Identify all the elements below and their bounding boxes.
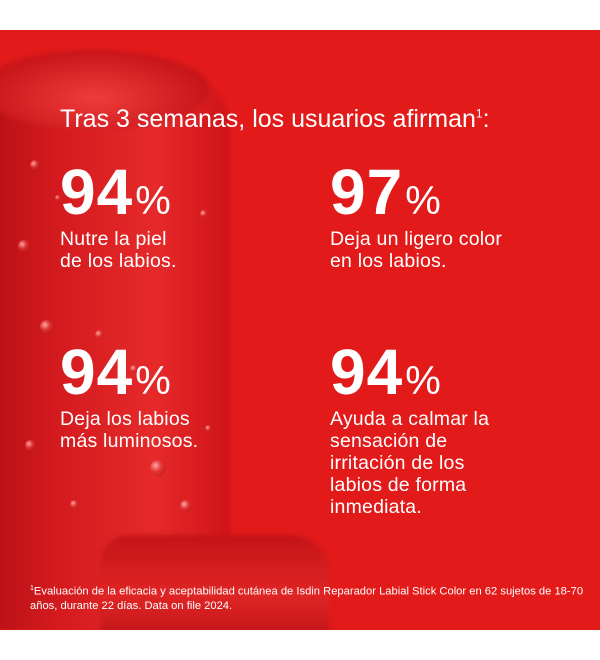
headline-footnote-marker: 1 <box>475 106 483 121</box>
water-droplet <box>25 440 36 451</box>
stat-value: 97 <box>330 156 404 228</box>
water-droplet <box>40 320 54 334</box>
water-droplet <box>205 425 212 432</box>
water-droplet <box>18 240 30 252</box>
stat-value: 94 <box>60 156 134 228</box>
stat-unit: % <box>135 179 171 223</box>
lip-balm-cap-image <box>100 535 330 630</box>
stat-color: 97% Deja un ligero color en los labios. <box>330 160 502 272</box>
water-droplet <box>150 460 166 476</box>
stat-unit: % <box>135 359 171 403</box>
stat-description: Ayuda a calmar la sensación de irritació… <box>330 408 490 518</box>
footnote: 1Evaluación de la eficacia y aceptabilid… <box>30 582 590 613</box>
headline: Tras 3 semanas, los usuarios afirman1: <box>60 105 490 133</box>
water-droplet <box>70 500 79 509</box>
water-droplet <box>180 500 192 512</box>
water-droplet <box>95 330 104 339</box>
stat-soothes: 94% Ayuda a calmar la sensación de irrit… <box>330 340 489 518</box>
footnote-marker: 1 <box>30 585 34 592</box>
stat-value: 94 <box>330 336 404 408</box>
promo-panel: Tras 3 semanas, los usuarios afirman1: 9… <box>0 30 600 630</box>
footnote-text: Evaluación de la eficacia y aceptabilida… <box>30 585 584 612</box>
stat-description: Deja un ligero color en los labios. <box>330 228 503 272</box>
water-droplet <box>55 195 61 201</box>
stat-unit: % <box>405 179 441 223</box>
lip-balm-product-image <box>0 50 230 630</box>
stat-luminous: 94% Deja los labios más luminosos. <box>60 340 198 452</box>
stat-value: 94 <box>60 336 134 408</box>
stat-description: Deja los labios más luminosos. <box>60 408 199 452</box>
water-droplet <box>130 365 138 373</box>
stat-unit: % <box>405 359 441 403</box>
water-droplet <box>30 160 40 170</box>
water-droplet <box>200 210 208 218</box>
stat-nourishes: 94% Nutre la piel de los labios. <box>60 160 177 272</box>
stat-description: Nutre la piel de los labios. <box>60 228 177 272</box>
